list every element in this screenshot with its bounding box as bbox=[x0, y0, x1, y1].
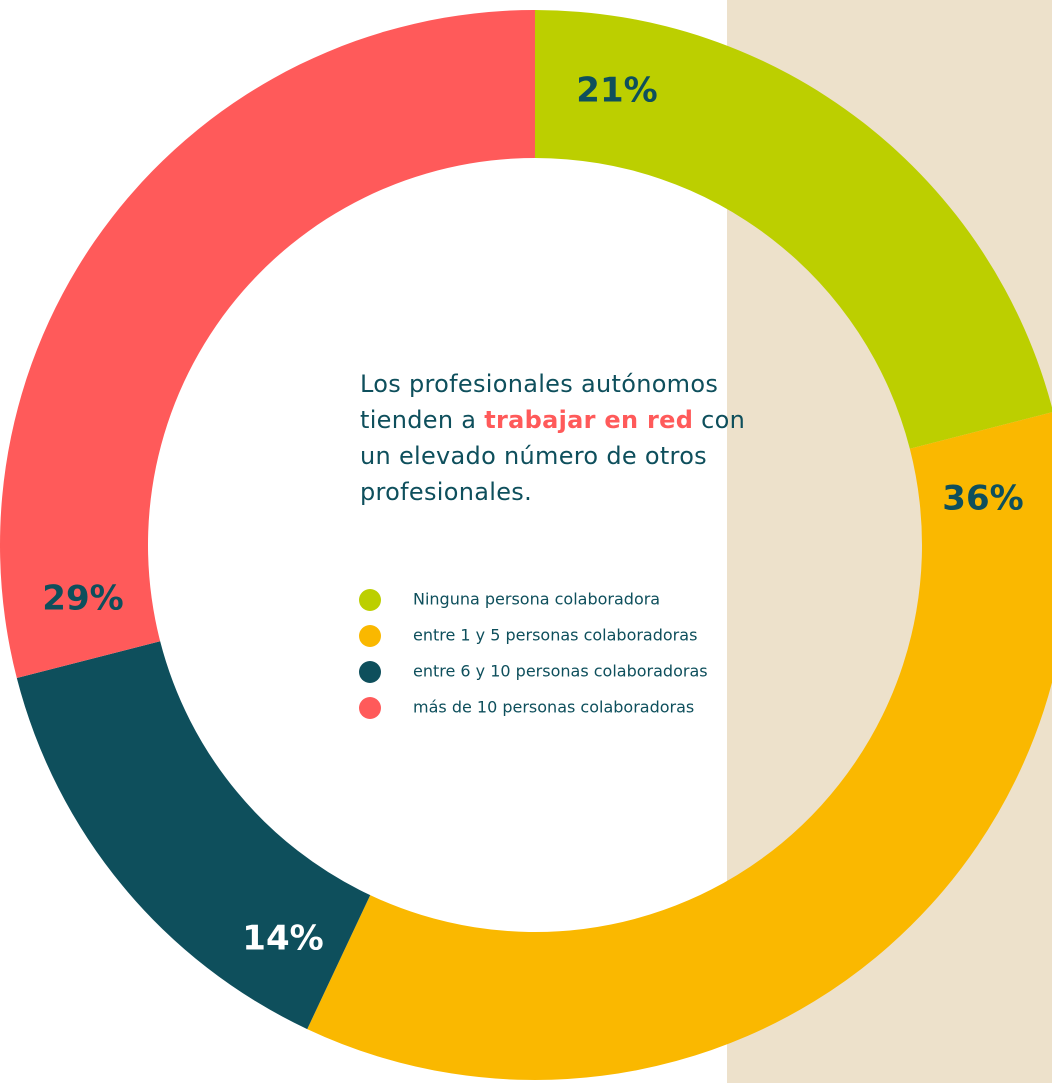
legend-label: Ninguna persona colaboradora bbox=[413, 590, 660, 609]
legend-swatch bbox=[359, 697, 381, 719]
annotation-text: con un elevado número de otros profesion… bbox=[360, 406, 746, 506]
value-label: 29% bbox=[42, 579, 123, 619]
value-label: 14% bbox=[242, 919, 323, 959]
annotation: Los profesionales autónomos tienden a tr… bbox=[360, 366, 780, 510]
legend-label: entre 1 y 5 personas colaboradoras bbox=[413, 626, 697, 645]
legend-swatch bbox=[359, 625, 381, 647]
value-label: 21% bbox=[576, 71, 657, 111]
legend-swatch bbox=[359, 589, 381, 611]
legend-swatch bbox=[359, 661, 381, 683]
legend-label: más de 10 personas colaboradoras bbox=[413, 698, 694, 717]
value-label: 36% bbox=[942, 479, 1023, 519]
annotation-text: Los profesionales autónomos tienden a bbox=[360, 370, 719, 434]
donut-segment bbox=[16, 641, 371, 1030]
donut-segment bbox=[535, 10, 1052, 449]
donut-segment bbox=[307, 412, 1052, 1080]
annotation-highlight: trabajar en red bbox=[484, 406, 694, 434]
donut-segment bbox=[0, 10, 535, 679]
legend-label: entre 6 y 10 personas colaboradoras bbox=[413, 662, 708, 681]
